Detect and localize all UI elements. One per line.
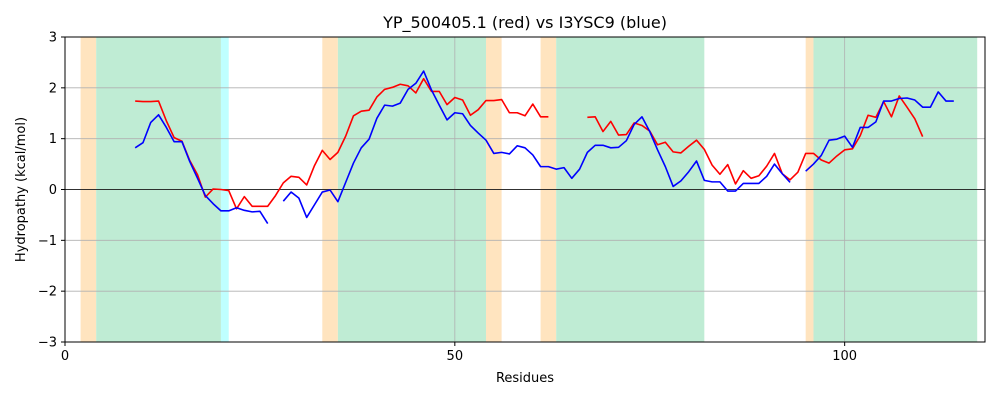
y-tick-label: −1 <box>38 234 57 249</box>
y-tick-label: −2 <box>38 285 57 300</box>
x-axis-title: Residues <box>496 371 554 386</box>
y-tick-label: −3 <box>38 336 57 351</box>
y-tick-label: 0 <box>49 183 57 198</box>
series-layer <box>134 70 954 224</box>
y-axis-title: Hydropathy (kcal/mol) <box>14 117 29 262</box>
series-line-red <box>587 95 924 185</box>
x-tick-label: 0 <box>61 349 69 364</box>
x-tick-label: 50 <box>447 349 464 364</box>
x-tick-label: 100 <box>832 349 857 364</box>
chart-title: YP_500405.1 (red) vs I3YSC9 (blue) <box>382 13 667 33</box>
ticks-layer: 0 50 100 −3 −2 −1 0 1 2 3 <box>38 31 857 365</box>
y-tick-label: 1 <box>49 132 57 147</box>
y-tick-label: 3 <box>49 31 57 46</box>
y-tick-label: 2 <box>49 81 57 96</box>
series-line-blue <box>282 70 791 219</box>
series-line-blue <box>805 91 954 172</box>
series-line-blue <box>134 113 269 224</box>
